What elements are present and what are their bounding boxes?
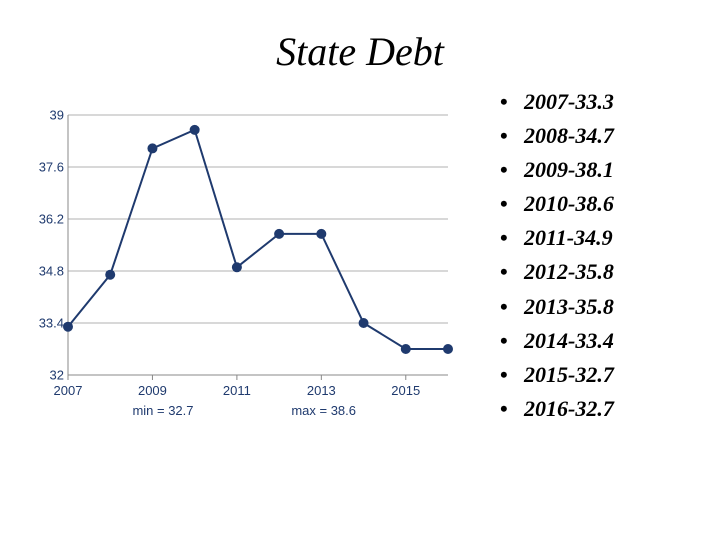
list-item: 2015-32.7: [500, 358, 700, 392]
x-tick-label: 2011: [223, 383, 251, 398]
list-item: 2014-33.4: [500, 324, 700, 358]
list-item: 2013-35.8: [500, 290, 700, 324]
list-item: 2016-32.7: [500, 392, 700, 426]
line-chart: 32 33.4 34.8 36.2 37.6 39 2007 2009 2011 2013 201…: [20, 85, 460, 425]
y-tick-label: 34.8: [28, 264, 64, 279]
list-item: 2012-35.8: [500, 255, 700, 289]
chart-max-label: max = 38.6: [291, 403, 356, 418]
content-row: 32 33.4 34.8 36.2 37.6 39 2007 2009 2011 2013 201…: [0, 85, 720, 426]
list-item: 2011-34.9: [500, 221, 700, 255]
list-item: 2007-33.3: [500, 85, 700, 119]
x-tick-label: 2013: [307, 383, 336, 398]
data-list: 2007-33.32008-34.72009-38.12010-38.62011…: [460, 85, 700, 426]
y-tick-label: 37.6: [28, 160, 64, 175]
x-tick-label: 2015: [391, 383, 420, 398]
y-tick-label: 39: [28, 108, 64, 123]
chart-svg: [20, 85, 460, 425]
y-tick-label: 32: [28, 368, 64, 383]
page-title: State Debt: [0, 0, 720, 85]
y-tick-label: 33.4: [28, 316, 64, 331]
x-tick-label: 2009: [138, 383, 167, 398]
list-item: 2008-34.7: [500, 119, 700, 153]
list-item: 2009-38.1: [500, 153, 700, 187]
x-tick-label: 2007: [54, 383, 83, 398]
list-item: 2010-38.6: [500, 187, 700, 221]
chart-min-label: min = 32.7: [132, 403, 193, 418]
y-tick-label: 36.2: [28, 212, 64, 227]
